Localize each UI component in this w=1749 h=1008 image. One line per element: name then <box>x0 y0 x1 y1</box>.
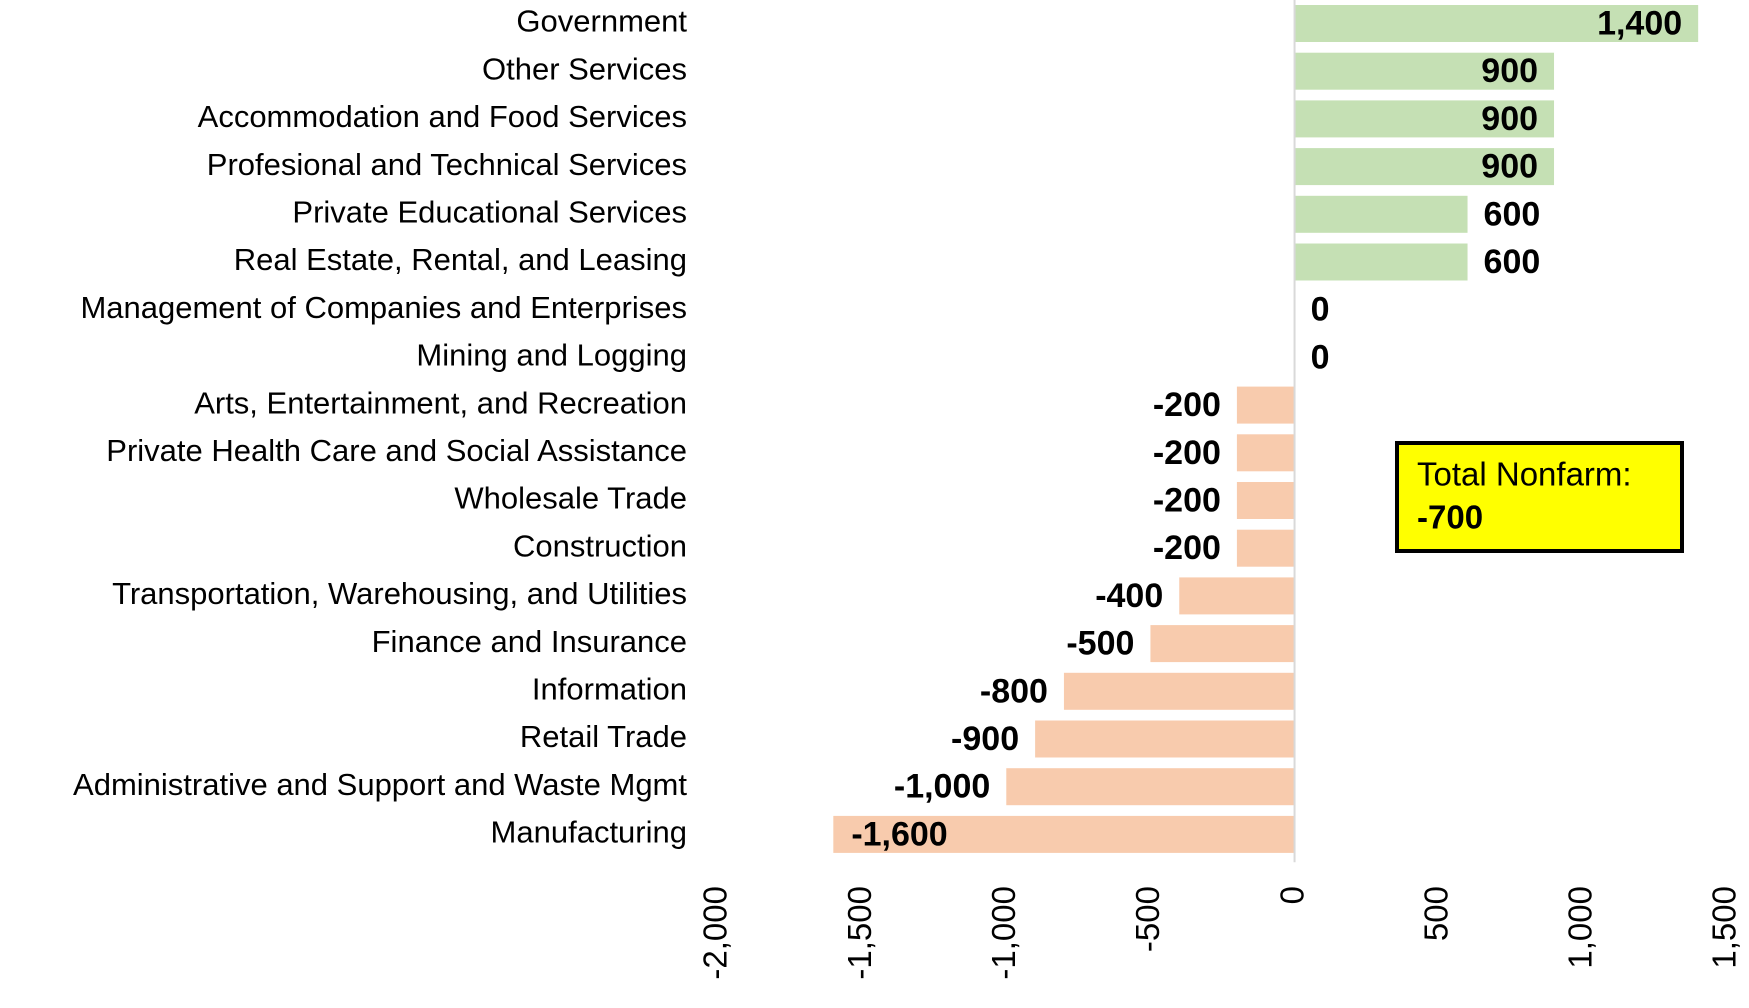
y-tick-label: Mining and Logging <box>416 338 687 373</box>
y-tick-label: Arts, Entertainment, and Recreation <box>194 385 687 420</box>
data-label: -1,000 <box>894 768 990 806</box>
data-label: 900 <box>1481 148 1538 186</box>
data-label: 600 <box>1484 195 1541 233</box>
x-tick-label: -1,500 <box>841 886 878 980</box>
x-tick-label: -500 <box>1129 886 1166 952</box>
y-tick-label: Administrative and Support and Waste Mgm… <box>73 767 687 802</box>
x-tick-label: -2,000 <box>697 886 734 980</box>
data-label: -400 <box>1095 577 1163 615</box>
y-tick-label: Other Services <box>482 51 687 86</box>
y-tick-label: Information <box>532 671 687 706</box>
bar <box>1294 52 1555 90</box>
bar <box>1294 195 1468 233</box>
bar <box>1006 768 1295 806</box>
bar <box>1236 386 1295 424</box>
y-tick-label: Retail Trade <box>520 719 687 754</box>
bar <box>1294 148 1555 186</box>
y-tick-label: Management of Companies and Enterprises <box>80 290 687 325</box>
data-label: -800 <box>980 672 1048 710</box>
bar <box>1236 482 1295 519</box>
y-tick-label: Manufacturing <box>491 815 687 850</box>
annotation-value: -700 <box>1417 499 1483 536</box>
x-tick-label: 1,000 <box>1562 886 1599 969</box>
annotation-box: Total Nonfarm: -700 <box>1395 441 1684 553</box>
bar <box>1236 434 1295 472</box>
bar <box>1179 577 1295 615</box>
y-tick-label: Government <box>516 4 687 39</box>
bar <box>1294 5 1699 42</box>
annotation-background <box>1395 441 1684 553</box>
y-tick-label: Transportation, Warehousing, and Utiliti… <box>112 576 687 611</box>
y-tick-label: Profesional and Technical Services <box>207 147 687 182</box>
bar <box>1294 243 1468 281</box>
data-label: -1,600 <box>851 815 947 853</box>
data-label: 0 <box>1311 291 1330 329</box>
data-label: -200 <box>1153 529 1221 567</box>
y-tick-label: Private Health Care and Social Assistanc… <box>106 433 687 468</box>
data-label: 900 <box>1481 100 1538 138</box>
x-tick-label: -1,000 <box>985 886 1022 980</box>
y-tick-label: Accommodation and Food Services <box>198 99 687 134</box>
data-label: 0 <box>1311 338 1330 376</box>
x-tick-label: 0 <box>1273 886 1310 904</box>
data-label: -200 <box>1153 481 1221 519</box>
x-tick-label: 1,500 <box>1706 886 1743 969</box>
y-tick-label: Real Estate, Rental, and Leasing <box>234 242 687 277</box>
bar <box>1035 720 1295 758</box>
bar <box>1063 672 1295 710</box>
x-tick-label: 500 <box>1417 886 1454 941</box>
annotation-text: Total Nonfarm: <box>1417 456 1632 493</box>
y-tick-label: Wholesale Trade <box>454 481 687 516</box>
bar <box>1236 529 1295 567</box>
data-label: -200 <box>1153 386 1221 424</box>
data-label: 1,400 <box>1597 4 1682 42</box>
data-label: 600 <box>1484 243 1541 281</box>
data-label: -900 <box>951 720 1019 758</box>
bar <box>1294 100 1555 138</box>
data-label: -500 <box>1066 625 1134 663</box>
data-label: -200 <box>1153 434 1221 472</box>
y-tick-label: Private Educational Services <box>292 194 687 229</box>
bar <box>1150 625 1295 663</box>
bar <box>833 815 1295 853</box>
y-tick-label: Construction <box>513 528 687 563</box>
y-tick-label: Finance and Insurance <box>372 624 687 659</box>
data-label: 900 <box>1481 52 1538 90</box>
